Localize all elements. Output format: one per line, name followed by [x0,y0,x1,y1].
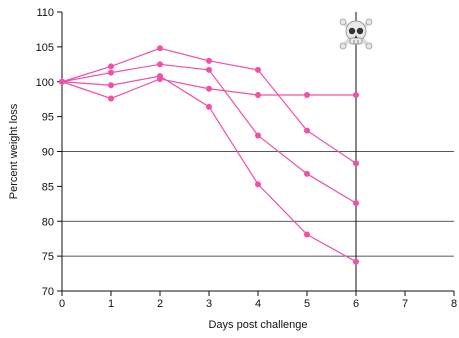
reference-lines [62,151,454,257]
y-tick-label: 110 [36,7,54,19]
x-tick-label: 2 [157,298,163,310]
data-point [304,92,310,99]
data-point [206,103,212,110]
x-axis-ticks: 0 1 2 3 4 5 6 7 8 [59,291,457,310]
series [59,45,359,265]
data-point [304,170,310,177]
data-point [157,45,163,52]
x-tick-label: 0 [59,298,65,310]
data-point [108,82,114,89]
data-point [108,63,114,70]
x-axis-title: Days post challenge [208,319,307,331]
y-axis-ticks: 70 75 80 85 90 95 100 105 110 [36,7,62,298]
data-point [255,66,261,73]
data-point [206,66,212,73]
data-point [157,61,163,68]
x-tick-label: 1 [108,298,114,310]
data-point [304,231,310,238]
y-tick-label: 75 [42,251,54,263]
y-tick-label: 90 [42,147,54,159]
data-point [255,181,261,188]
y-tick-label: 105 [36,42,54,54]
x-tick-label: 4 [255,298,261,310]
data-point [304,127,310,134]
data-point [206,57,212,64]
x-tick-label: 5 [304,298,310,310]
data-point [59,78,65,85]
y-tick-label: 85 [42,181,54,193]
data-point [353,200,359,207]
data-point [206,85,212,92]
data-point [353,92,359,99]
y-tick-label: 95 [42,112,54,124]
data-point [255,132,261,139]
x-tick-label: 3 [206,298,212,310]
data-point [353,160,359,167]
data-point [157,75,163,82]
y-tick-label: 100 [36,77,54,89]
data-point [353,258,359,265]
x-tick-label: 6 [353,298,359,310]
x-tick-label: 8 [451,298,457,310]
death-marker [339,12,373,291]
data-point [108,69,114,76]
y-tick-label: 70 [42,286,54,298]
y-axis-title: Percent weight loss [8,103,20,199]
y-tick-label: 80 [42,216,54,228]
skull-and-crossbones-icon [339,18,373,50]
data-point [108,95,114,102]
data-point [255,92,261,99]
x-tick-label: 7 [402,298,408,310]
